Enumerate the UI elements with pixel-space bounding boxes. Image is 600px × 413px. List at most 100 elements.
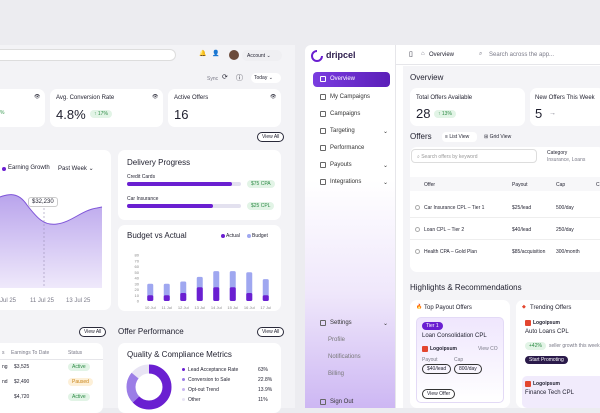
gear-icon	[320, 320, 326, 326]
stat-left-value: %	[0, 110, 5, 116]
avatar[interactable]	[229, 50, 239, 60]
loan-offer-tile[interactable]	[416, 317, 504, 403]
view-all-perf-button[interactable]: View All	[257, 327, 285, 337]
trending-card: ◆ Trending Offers Logoipsum Auto Loans C…	[516, 300, 600, 408]
megaphone-icon	[320, 111, 326, 117]
offer-performance-title: Offer Performance	[118, 327, 184, 336]
quality-card: Quality & Compliance Metrics Lead Accept…	[118, 343, 281, 413]
actual-bar[interactable]	[262, 295, 269, 301]
breadcrumb-home-icon[interactable]: ⌂	[421, 51, 425, 57]
sidebar-item-overview[interactable]: Overview	[316, 72, 390, 86]
account-label: Account	[247, 53, 266, 59]
quality-value: 22.8%	[258, 377, 273, 383]
grid-view-button[interactable]: ⊞ Grid View	[484, 134, 512, 140]
delivery-name-2: Car Insurance	[127, 196, 159, 202]
actual-bar[interactable]	[180, 292, 187, 301]
offer-search-input[interactable]: ⌕ Search offers by keyword	[411, 149, 537, 163]
highlights-title: Highlights & Recommendations	[410, 283, 522, 292]
chevron-down-icon: ⌄	[382, 162, 388, 169]
sync-icon[interactable]: ⟳	[222, 74, 228, 81]
finance-tech-title: Finance Tech CPL	[525, 390, 574, 396]
actual-bar[interactable]	[196, 287, 203, 301]
account-button[interactable]: Account ⌄	[242, 50, 282, 61]
legend-actual-dot	[221, 234, 225, 238]
offers-table-panel: ⌕ Search offers by keyword Category Insu…	[410, 147, 600, 272]
sidebar-item-billing[interactable]: Billing	[324, 367, 398, 381]
logoipsum-mark	[525, 381, 531, 387]
payout-col-header[interactable]: Payout	[512, 182, 528, 188]
category-select[interactable]: Insurance, Loans	[547, 157, 586, 163]
logoipsum-name: Logoipsum	[533, 320, 560, 326]
sidebar-item-notifications[interactable]: Notifications	[324, 350, 398, 364]
conv-label: Avg. Conversion Rate	[56, 95, 115, 101]
sidebar-item-my-campaigns[interactable]: My Campaigns	[316, 90, 390, 104]
row-radio[interactable]	[415, 205, 420, 210]
search-input[interactable]: Search across the app...	[489, 52, 555, 58]
active-offers-card: Active Offers 👁 16	[168, 89, 281, 127]
sidebar-gradient	[305, 180, 395, 408]
sidebar-item-performance[interactable]: Performance	[316, 141, 390, 155]
quality-label: Opt-out Trend	[188, 387, 219, 393]
actual-bar[interactable]	[213, 287, 220, 301]
offer-cap: 500/day	[556, 205, 574, 211]
user-icon[interactable]: 👤	[212, 51, 220, 57]
view-offer-button[interactable]: View Offer	[422, 389, 456, 399]
list-view-button[interactable]: ≡ List View	[442, 132, 477, 142]
list-view-label: List View	[449, 134, 470, 140]
category-label: Category	[547, 150, 568, 156]
sign-out-button[interactable]: Sign Out	[316, 395, 390, 409]
offer-payout: $25/lead	[512, 205, 532, 211]
sync-label: Sync	[207, 76, 219, 82]
sidebar-item-profile[interactable]: Profile	[324, 333, 398, 347]
period-select[interactable]: Past Week ⌄	[58, 166, 94, 172]
eye-icon[interactable]: 👁	[152, 94, 159, 100]
logoipsum-name: Logoipsum	[533, 381, 560, 387]
top-search-bar[interactable]	[0, 49, 176, 61]
sidebar-toggle-icon[interactable]: ▯	[409, 51, 413, 58]
start-promoting-button[interactable]: Start Promoting	[525, 356, 568, 364]
offer-cap: 250/day	[556, 227, 574, 233]
y-tick-label: 70	[135, 258, 140, 263]
date-filter[interactable]: Today ⌄	[251, 73, 281, 83]
view-cpl-link[interactable]: View CO	[478, 346, 498, 352]
cap-col-header[interactable]: Cap	[556, 182, 566, 188]
delivery-name-1: Credit Cards	[127, 174, 156, 180]
finance-tile[interactable]	[522, 376, 600, 408]
sidebar-item-settings[interactable]: Settings ⌄	[316, 316, 390, 330]
actual-bar[interactable]	[163, 295, 170, 301]
quality-value: 11%	[258, 397, 268, 403]
nav-label: Integrations	[330, 179, 362, 185]
grid-view-label: Grid View	[489, 134, 512, 140]
sidebar-item-payouts[interactable]: Payouts ⌄	[316, 158, 390, 172]
dripcel-logo-icon	[311, 50, 323, 62]
earning-growth-label: Earning Growth	[8, 165, 50, 171]
nav-label: Targeting	[330, 128, 355, 134]
logout-icon	[320, 399, 326, 405]
row-radio[interactable]	[415, 249, 420, 254]
sidebar-item-integrations[interactable]: Integrations ⌄	[316, 175, 390, 189]
nav-active-bg	[313, 72, 390, 87]
bell-icon[interactable]: 🔔	[199, 51, 207, 57]
top-payout-card: 🔥 Top Payout Offers Tier 1 Loan Consolid…	[410, 300, 510, 408]
offer-col-header: Offer	[424, 182, 436, 188]
view-all-button[interactable]: View All	[257, 132, 285, 142]
actual-bar[interactable]	[229, 287, 236, 301]
legend-dot	[182, 388, 185, 391]
quality-value: 13.9%	[258, 387, 273, 393]
view-all-table-button[interactable]: View All	[79, 327, 107, 337]
actual-bar[interactable]	[147, 295, 154, 301]
tier-badge: Tier 1	[422, 322, 443, 330]
chart-tooltip: $32,230	[28, 197, 58, 207]
eye-icon[interactable]: 👁	[270, 94, 277, 100]
y-tick-label: 50	[135, 270, 140, 275]
quality-label: Lead Acceptance Rate	[188, 367, 239, 373]
row-radio[interactable]	[415, 227, 420, 232]
sidebar-item-campaigns[interactable]: Campaigns	[316, 107, 390, 121]
actual-bar[interactable]	[246, 292, 253, 301]
logo-text: dripcel	[326, 50, 356, 60]
info-icon[interactable]: ⓘ	[236, 75, 243, 82]
sidebar-item-targeting[interactable]: Targeting ⌄	[316, 124, 390, 138]
chevron-down-icon: ⌄	[382, 179, 388, 186]
trending-title: Trending Offers	[530, 305, 572, 311]
eye-icon[interactable]: 👁	[34, 94, 41, 100]
